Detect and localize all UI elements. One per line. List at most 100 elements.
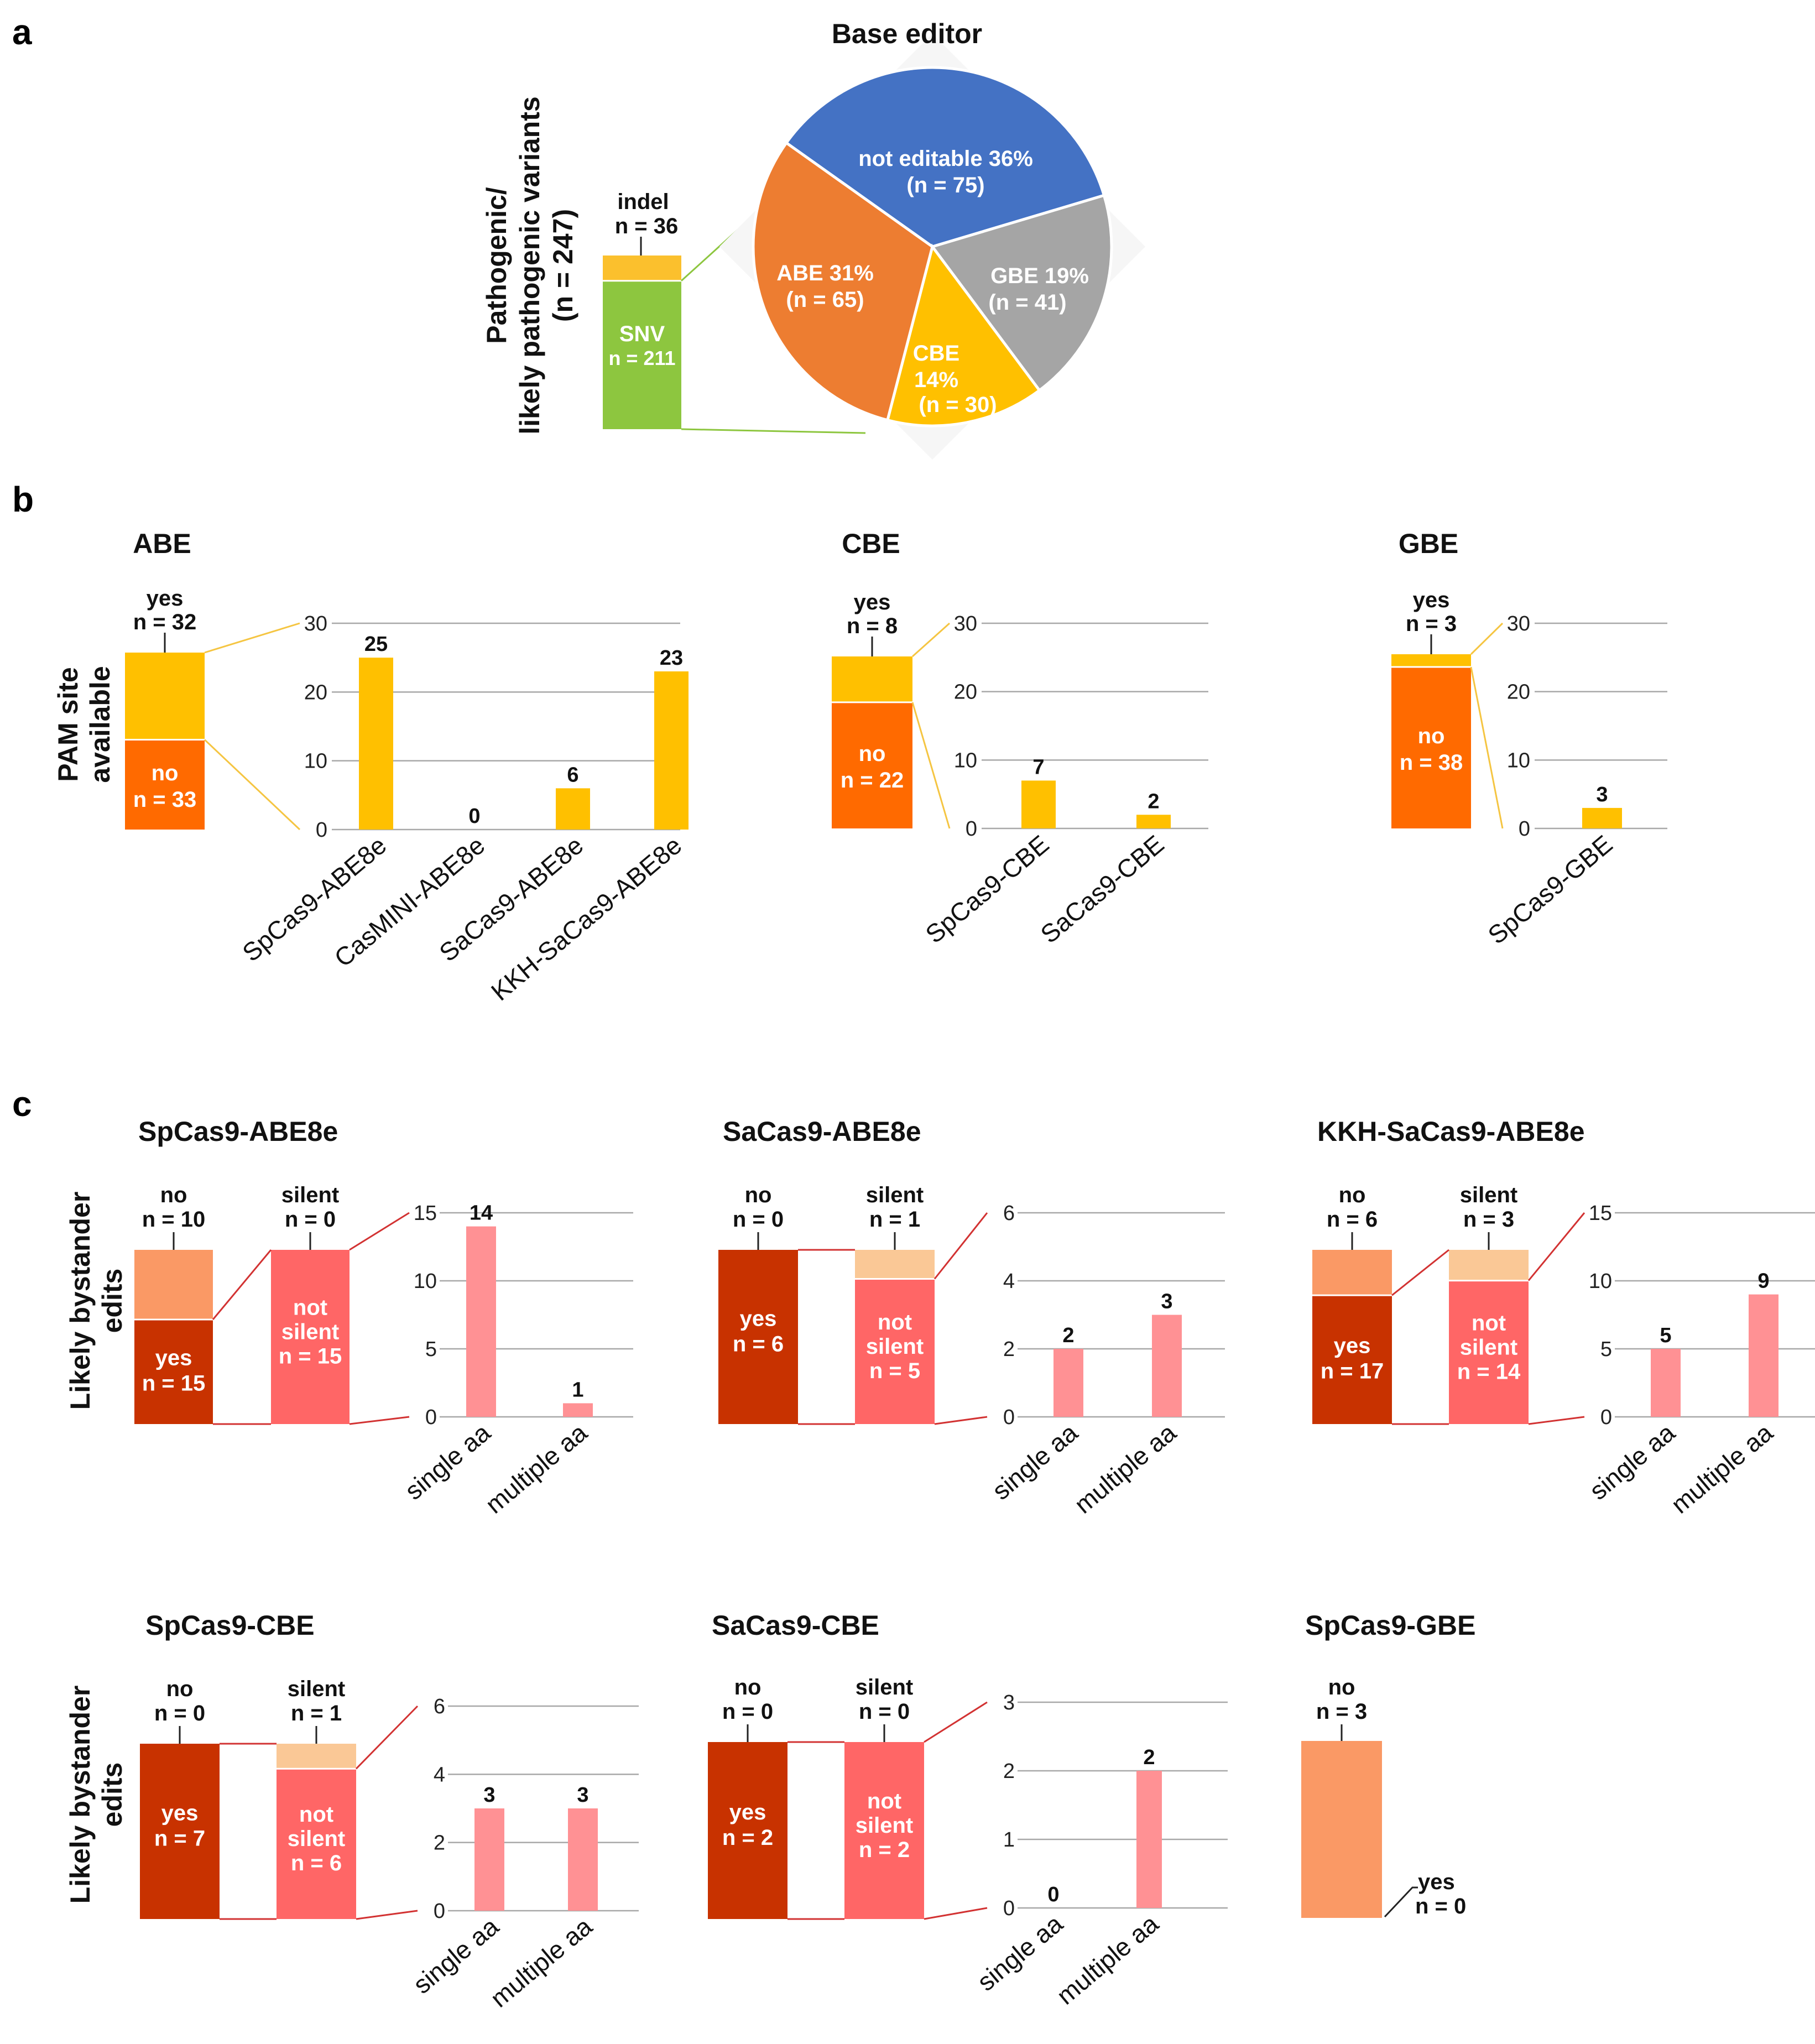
silent-segment bbox=[277, 1744, 356, 1769]
panel-c: Likely bystander edits Likely bystander … bbox=[65, 1116, 1815, 2013]
pam-no-segment bbox=[832, 702, 912, 828]
y-tick-label: 0 bbox=[316, 818, 327, 842]
not-silent-label: not silent bbox=[866, 1310, 924, 1359]
pam-no-label: no bbox=[859, 742, 886, 766]
data-label: 7 bbox=[1032, 755, 1044, 779]
connector-yes-top bbox=[212, 1249, 272, 1320]
bystander-yes-segment bbox=[140, 1744, 220, 1919]
x-category-label: multiple aa bbox=[1051, 1909, 1164, 2010]
y-tick-label: 6 bbox=[1003, 1202, 1015, 1225]
bystander-yes-label: yes bbox=[1334, 1334, 1371, 1358]
x-category-label: single aa bbox=[399, 1418, 496, 1505]
data-label: 2 bbox=[1143, 1746, 1155, 1769]
b-ylabel-line1: PAM site bbox=[53, 667, 84, 781]
data-label: 3 bbox=[483, 1784, 495, 1807]
y-tick-label: 6 bbox=[434, 1695, 445, 1718]
zoom-connector-bottom bbox=[911, 702, 951, 829]
bystander-no-label: no bbox=[745, 1183, 772, 1207]
y-tick-label: 2 bbox=[434, 1832, 445, 1855]
x-category-label: SaCas9-CBE bbox=[1035, 830, 1169, 949]
data-label: 23 bbox=[660, 646, 683, 670]
bar bbox=[1136, 815, 1171, 828]
bystander-yes-count: n = 2 bbox=[722, 1826, 773, 1850]
bystander-no-count: n = 3 bbox=[1316, 1699, 1367, 1724]
bystander-no-count: n = 0 bbox=[733, 1207, 784, 1232]
bystander-yes-label: yes bbox=[1418, 1870, 1455, 1894]
bar bbox=[1582, 807, 1622, 828]
bystander-no-segment bbox=[134, 1250, 213, 1320]
a-ylabel-line2: likely pathogenic variants bbox=[514, 96, 545, 434]
silent-count: n = 3 bbox=[1463, 1207, 1514, 1232]
bystander-yes-leader bbox=[1384, 1886, 1418, 1918]
pam-no-label: no bbox=[152, 761, 179, 785]
chart-title: SpCas9-ABE8e bbox=[138, 1116, 338, 1147]
panel-letter-c: c bbox=[12, 1084, 32, 1124]
not-silent-label-line2: silent bbox=[866, 1334, 924, 1359]
y-tick-label: 0 bbox=[1003, 1406, 1015, 1429]
y-tick-label: 20 bbox=[304, 681, 327, 704]
zoom-connector-top bbox=[204, 622, 300, 654]
pam-yes-label: yes bbox=[854, 590, 891, 614]
silent-label: silent bbox=[866, 1183, 924, 1207]
silent-count: n = 1 bbox=[291, 1701, 342, 1725]
pie-label-cbe: CBE bbox=[913, 341, 959, 366]
bystander-no-count: n = 10 bbox=[142, 1207, 206, 1232]
y-tick-label: 30 bbox=[1507, 612, 1530, 635]
b-ylabel-line2: available bbox=[85, 666, 116, 783]
silent-label: silent bbox=[856, 1675, 913, 1699]
silent-label: silent bbox=[281, 1183, 339, 1207]
bar bbox=[556, 788, 590, 830]
zoom-connector-bottom bbox=[1528, 1416, 1585, 1425]
pam-no-segment bbox=[125, 739, 205, 830]
zoom-connector-bottom bbox=[934, 1416, 988, 1425]
bar bbox=[1053, 1349, 1083, 1417]
data-label: 0 bbox=[1047, 1883, 1059, 1906]
zoom-connector-top bbox=[911, 622, 951, 658]
pam-yes-segment bbox=[832, 656, 912, 702]
x-category-label: multiple aa bbox=[480, 1418, 593, 1519]
bar bbox=[1651, 1349, 1681, 1417]
bystander-no-segment bbox=[1301, 1741, 1382, 1918]
data-label: 6 bbox=[567, 763, 578, 786]
c-ylabel-row2-line1: Likely bystander bbox=[65, 1686, 96, 1904]
connector-yes-top bbox=[1391, 1249, 1449, 1296]
y-tick-label: 10 bbox=[1507, 749, 1530, 772]
a-pie-title: Base editor bbox=[832, 18, 982, 49]
not-silent-label-line2: silent bbox=[856, 1813, 913, 1838]
bystander-yes-count: n = 15 bbox=[142, 1372, 206, 1396]
not-silent-label-line1: not bbox=[299, 1802, 333, 1827]
c-ylabel-row1-line2: edits bbox=[97, 1269, 128, 1333]
data-label: 9 bbox=[1757, 1270, 1769, 1293]
x-category-label: single aa bbox=[1584, 1418, 1681, 1505]
not-silent-label-line1: not bbox=[1472, 1311, 1506, 1335]
not-silent-label-line2: silent bbox=[281, 1320, 339, 1344]
y-tick-label: 0 bbox=[966, 817, 977, 841]
y-tick-label: 1 bbox=[1003, 1828, 1015, 1852]
snv-label: SNV bbox=[619, 322, 665, 346]
bar bbox=[568, 1808, 598, 1911]
y-tick-label: 15 bbox=[414, 1202, 437, 1225]
y-tick-label: 4 bbox=[434, 1763, 445, 1786]
zoom-connector-top bbox=[1470, 622, 1504, 655]
pie-count-not-editable: (n = 75) bbox=[906, 173, 984, 197]
chart-title: SpCas9-GBE bbox=[1305, 1610, 1475, 1641]
y-tick-label: 2 bbox=[1003, 1338, 1015, 1361]
y-tick-label: 5 bbox=[1600, 1338, 1612, 1361]
data-label: 3 bbox=[1596, 783, 1608, 806]
bystander-no-label: no bbox=[1339, 1183, 1366, 1207]
pie-count-abe: (n = 65) bbox=[786, 288, 864, 312]
not-silent-label-line2: silent bbox=[1460, 1335, 1517, 1359]
chart-title: GBE bbox=[1399, 528, 1458, 559]
bystander-no-count: n = 0 bbox=[722, 1699, 773, 1724]
not-silent-count: n = 15 bbox=[279, 1344, 342, 1369]
y-tick-label: 10 bbox=[304, 750, 327, 773]
y-tick-label: 0 bbox=[425, 1406, 437, 1429]
pam-no-segment bbox=[1391, 667, 1471, 828]
indel-count: n = 36 bbox=[615, 214, 679, 238]
